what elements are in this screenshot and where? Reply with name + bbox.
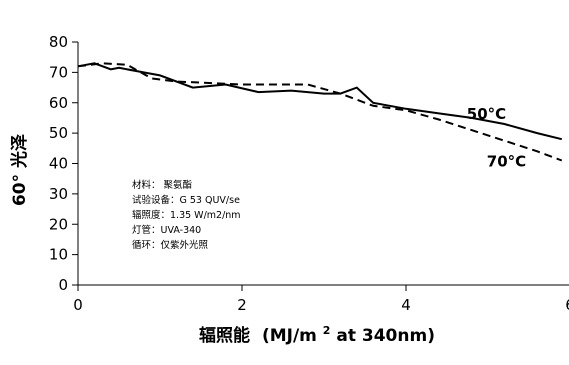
series-labels: 50°C 70°C [467, 105, 526, 170]
y-tick-label: 80 [49, 33, 68, 51]
y-tick-label: 20 [49, 215, 68, 233]
x-tick-label: 0 [73, 296, 83, 314]
series-label: 70°C [487, 152, 526, 170]
x-axis-title-prefix: 辐照能 [199, 325, 250, 346]
annotation-line: 材料： 聚氨酯 [132, 179, 193, 191]
y-tick-label: 0 [58, 276, 68, 294]
x-axis-title-main: (MJ/m [262, 326, 317, 346]
series-group [77, 62, 563, 162]
y-tick-label: 30 [49, 185, 68, 203]
y-ticks: 0 10 20 30 40 50 60 70 80 [49, 33, 78, 294]
annotation-line: 辐照度：1.35 W/m2/nm [132, 209, 241, 221]
series-line-50c [77, 62, 563, 141]
series-line-70c [77, 62, 563, 162]
y-tick-label: 10 [49, 246, 68, 264]
y-tick-label: 50 [49, 124, 68, 142]
y-tick-label: 60 [49, 94, 68, 112]
x-axis-title: 辐照能 (MJ/m 2 at 340nm) [199, 319, 435, 346]
x-ticks: 0 2 4 6 [73, 285, 569, 314]
series-label: 50°C [467, 105, 506, 123]
y-tick-label: 40 [49, 155, 68, 173]
y-tick-label: 70 [49, 63, 68, 81]
x-axis-title-suffix: at 340nm) [336, 326, 435, 346]
x-tick-label: 4 [401, 296, 411, 314]
x-tick-label: 2 [237, 296, 247, 314]
annotation-line: 循环：仅紫外光照 [132, 239, 209, 251]
x-axis-title-sup: 2 [323, 324, 331, 337]
y-axis-title: 60° 光泽 [9, 134, 30, 206]
annotation-line: 灯管：UVA-340 [132, 224, 201, 236]
annotation-line: 试验设备：G 53 QUV/se [132, 194, 240, 206]
x-tick-label: 6 [565, 296, 569, 314]
